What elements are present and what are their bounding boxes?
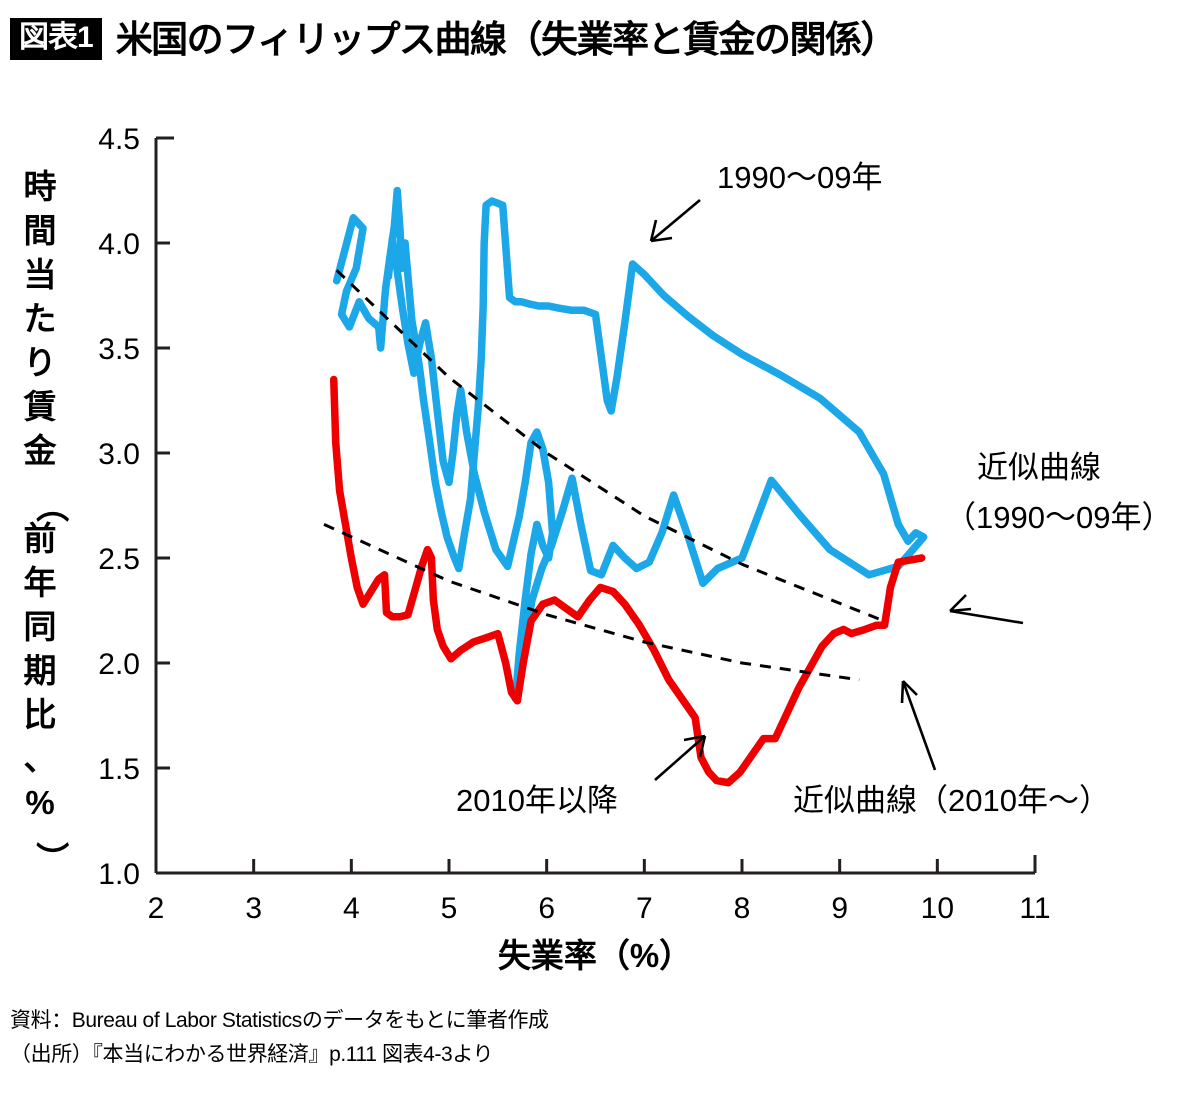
annotation-red-trend-label: 近似曲線（2010年〜） (793, 783, 1110, 818)
annotation-red-series: 2010年以降 (456, 734, 707, 818)
x-tick-label: 8 (734, 892, 751, 925)
y-axis-title-char: 年 (24, 564, 57, 601)
y-axis-title-char: 、 (24, 740, 57, 777)
x-tick-label: 10 (921, 892, 954, 925)
y-axis-title-char: 賃 (23, 388, 57, 425)
y-tick-label: 2.0 (98, 648, 140, 681)
y-axis-ticks: 1.0 1.5 2.0 2.5 3.0 3.5 4.0 4.5 (98, 123, 170, 891)
series-path-data (332, 186, 928, 703)
x-tick-label: 2 (148, 892, 165, 925)
chart-axes (154, 136, 1037, 875)
series-path-data (330, 375, 926, 787)
annotation-blue-series-arrowhead (649, 219, 673, 243)
x-tick-label: 11 (1019, 892, 1050, 925)
x-tick-label: 6 (538, 892, 555, 925)
series-path-trend (335, 269, 880, 621)
phillips-curve-chart: 1.0 1.5 2.0 2.5 3.0 3.5 4.0 4.5 2 3 4 5 6 7 8 9 10 11 19… (0, 78, 1200, 998)
annotation-blue-trend-label-line2: （1990〜09年） (945, 500, 1172, 535)
series-path-trend (323, 523, 860, 682)
chart-header: 図表1 米国のフィリップス曲線（失業率と賃金の関係） (0, 0, 1200, 78)
annotation-blue-series-label: 1990〜09年 (717, 160, 882, 195)
annotation-blue-series-arrow (650, 199, 701, 242)
annotation-blue-trend-label-line1: 近似曲線 (977, 450, 1101, 485)
annotation-blue-trend-arrow (949, 609, 1024, 625)
x-tick-label: 3 (245, 892, 262, 925)
x-tick-label: 9 (831, 892, 848, 925)
y-axis-title-char: り (24, 344, 57, 381)
y-tick-label: 2.5 (98, 543, 140, 576)
y-axis-title-char: 時 (24, 168, 57, 205)
y-axis-title-char: 間 (24, 212, 57, 249)
y-axis-title-char: 期 (24, 652, 57, 689)
page-title: 米国のフィリップス曲線（失業率と賃金の関係） (115, 18, 898, 60)
annotation-red-trend-arrow (901, 680, 937, 771)
y-axis-title-char: 同 (24, 608, 57, 645)
x-tick-label: 7 (636, 892, 653, 925)
y-axis-title-char: 前 (24, 520, 57, 557)
chart-footer: 資料：Bureau of Labor Statisticsのデータをもとに筆者作… (10, 1004, 1190, 1072)
y-tick-label: 3.0 (98, 438, 140, 471)
x-tick-label: 5 (441, 892, 458, 925)
x-tick-label: 4 (343, 892, 360, 925)
annotation-blue-trend-arrowhead (949, 594, 972, 613)
chart-series-layer (323, 186, 928, 787)
x-axis-title: 失業率（%） (498, 937, 692, 974)
y-axis-title-char: た (24, 300, 57, 337)
annotation-blue-trend: 近似曲線 （1990〜09年） (945, 450, 1172, 625)
y-axis-title-char: 当 (24, 256, 57, 293)
y-axis-title-char: （ (33, 490, 70, 523)
y-axis-title-char: 金 (23, 432, 58, 469)
annotation-red-series-arrowhead (683, 734, 707, 758)
annotation-red-series-label: 2010年以降 (456, 783, 618, 818)
chart-canvas: 1.0 1.5 2.0 2.5 3.0 3.5 4.0 4.5 2 3 4 5 6 7 8 9 10 11 19… (23, 123, 1173, 974)
y-axis-title-char: 比 (24, 696, 57, 733)
y-tick-label: 1.5 (98, 753, 140, 786)
annotation-red-trend: 近似曲線（2010年〜） (793, 680, 1110, 818)
figure-number-badge: 図表1 (10, 18, 102, 60)
x-axis-ticks: 2 3 4 5 6 7 8 9 10 11 (148, 859, 1051, 925)
y-axis-title-char: % (25, 784, 54, 821)
y-tick-label: 4.0 (98, 228, 140, 261)
footer-source-line: 資料：Bureau of Labor Statisticsのデータをもとに筆者作… (10, 1009, 549, 1032)
y-tick-label: 1.0 (98, 858, 140, 891)
annotation-red-series-arrow (654, 735, 706, 781)
y-tick-label: 3.5 (98, 333, 140, 366)
annotation-blue-series: 1990〜09年 (649, 160, 882, 243)
annotation-red-trend-arrowhead (900, 680, 918, 704)
y-axis-title-char: ） (33, 842, 70, 875)
y-tick-label: 4.5 (98, 123, 140, 156)
footer-citation-line: （出所）『本当にわかる世界経済』p.111 図表4-3より (10, 1043, 494, 1067)
